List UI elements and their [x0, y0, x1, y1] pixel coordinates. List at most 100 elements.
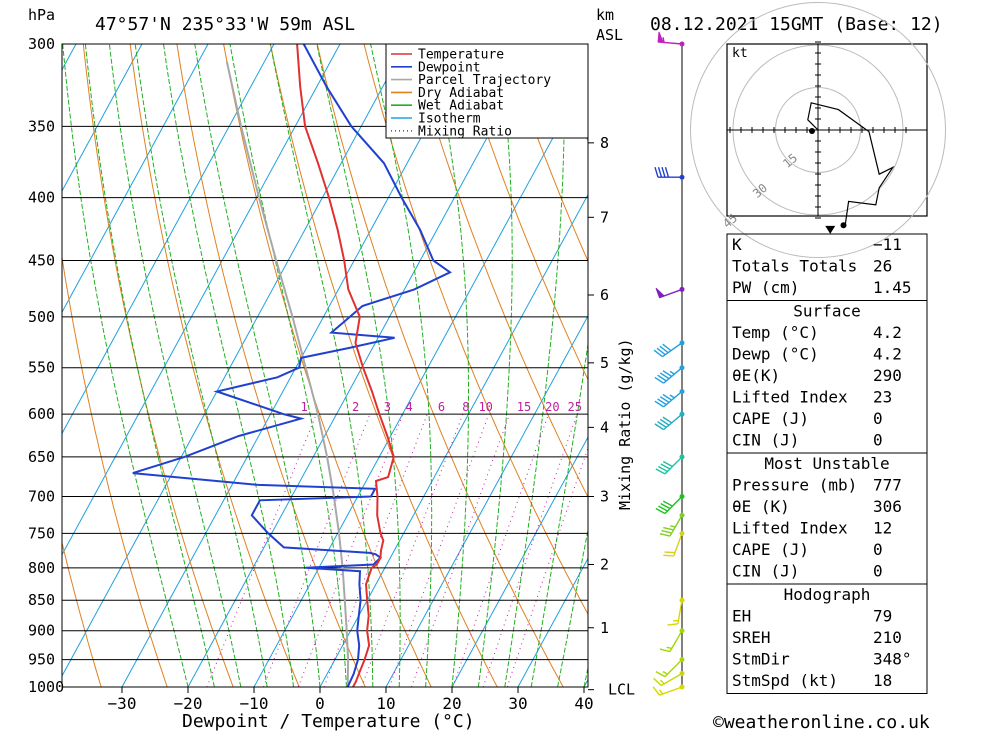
- mixing-ratio-value-label: 15: [517, 400, 531, 414]
- pressure-tick-label: 900: [28, 622, 55, 640]
- wind-barb-feather: [653, 677, 662, 686]
- hodograph-unit-label: kt: [732, 46, 748, 61]
- wind-level-dot: [679, 684, 685, 690]
- storm-motion-marker: [825, 225, 836, 234]
- hodograph-params-title: Hodograph: [784, 585, 871, 604]
- pressure-tick-label: 450: [28, 252, 55, 270]
- surface-row-value: 290: [873, 366, 902, 385]
- pressure-tick-label: 800: [28, 559, 55, 577]
- wind-level-dot: [679, 494, 685, 500]
- profiles: [132, 44, 452, 687]
- pressure-tick-label: 400: [28, 189, 55, 207]
- wet-adiabat-line: [316, 44, 401, 687]
- wet-adiabat-line: [269, 44, 374, 687]
- wind-barb-feather: [667, 623, 678, 626]
- wind-barb-feather: [654, 167, 659, 178]
- temperature-axis: −30 −20 −10 0 10 20 30 40: [108, 687, 594, 713]
- temperature-tick-label: −10: [240, 694, 269, 713]
- wind-barb-half-feather: [662, 37, 665, 43]
- altitude-tick-label: 8: [600, 134, 609, 152]
- wind-barb-feather: [656, 347, 666, 356]
- wind-barb-shaft: [664, 659, 683, 678]
- pressure-tick-label: 750: [28, 524, 55, 542]
- surface-title: Surface: [793, 302, 860, 321]
- isobar-lines: [62, 44, 588, 687]
- wind-barb-feather: [662, 370, 673, 377]
- dry-adiabat-line: [62, 540, 102, 687]
- most-unstable-row-value: 306: [873, 497, 902, 516]
- index-row-label: Totals Totals: [732, 257, 857, 276]
- hodograph-trace: [807, 102, 895, 226]
- wind-barb-shaft: [664, 496, 683, 514]
- temperature-tick-label: 0: [315, 694, 325, 713]
- isotherm-line: [0, 44, 10, 687]
- mixing-ratio-value-label: 2: [352, 400, 359, 414]
- altitude-tick-label: LCL: [608, 681, 635, 699]
- temperature-tick-label: 40: [574, 694, 593, 713]
- mixing-ratio-line: [506, 446, 588, 687]
- dry-adiabat-line: [972, 44, 1000, 687]
- temperature-tick-label: −30: [108, 694, 137, 713]
- wind-level-dot: [679, 597, 685, 603]
- wind-level-dot: [679, 340, 685, 346]
- surface-row-value: 0: [873, 431, 883, 450]
- most-unstable-row-value: 12: [873, 519, 892, 538]
- pressure-tick-label: 300: [28, 35, 55, 53]
- wind-barb-shaft: [661, 342, 683, 358]
- datetime-label: 08.12.2021 15GMT (Base: 12): [650, 14, 943, 35]
- hodograph-param-row-value: 210: [873, 628, 902, 647]
- dry-adiabat-line: [223, 44, 432, 687]
- wind-barb-half-feather: [669, 394, 675, 399]
- mixing-ratio-axis-title: Mixing Ratio (g/kg): [616, 338, 634, 510]
- wind-barb-feather: [657, 465, 668, 473]
- wind-barb-feather: [657, 374, 667, 382]
- mixing-ratio-value-label: 4: [406, 400, 413, 414]
- surface-row-label: Dewp (°C): [732, 345, 819, 364]
- pressure-tick-label: 550: [28, 359, 55, 377]
- index-row-value: 1.45: [873, 278, 912, 297]
- wind-barb-feather: [659, 372, 670, 380]
- wind-barb-feather: [661, 529, 672, 534]
- legend-label: Wet Adiabat: [418, 99, 504, 114]
- hodograph-param-row-label: EH: [732, 607, 751, 626]
- surface-row-label: Lifted Index: [732, 388, 848, 407]
- wind-barb-pennant: [657, 31, 664, 43]
- most-unstable-row-value: 0: [873, 540, 883, 559]
- wind-barb-feather: [663, 554, 674, 557]
- altitude-tick-label: 2: [600, 555, 609, 573]
- wind-level-dot: [679, 286, 685, 292]
- wind-barb: [667, 597, 685, 626]
- pressure-unit-label: hPa: [28, 6, 55, 24]
- most-unstable-row-value: 0: [873, 562, 883, 581]
- altitude-tick-label: 1: [600, 619, 609, 637]
- altitude-tick-label: 4: [600, 418, 609, 436]
- wind-barb-feather: [660, 502, 671, 510]
- mixing-ratio-line: [482, 414, 578, 687]
- wet-adiabat-line: [108, 44, 242, 687]
- wind-barb-half-feather: [662, 671, 668, 675]
- wind-barb-feather: [662, 393, 673, 401]
- legend-label: Temperature: [418, 48, 504, 63]
- temperature-tick-label: 30: [508, 694, 527, 713]
- dry-adiabat-line: [62, 254, 168, 687]
- km-unit-label: km: [596, 6, 614, 24]
- pressure-tick-label: 850: [28, 591, 55, 609]
- wet-adiabat-line: [84, 44, 215, 687]
- most-unstable-row-value: 777: [873, 476, 902, 495]
- pressure-tick-label: 600: [28, 405, 55, 423]
- mixing-ratio-value-label: 3: [384, 400, 391, 414]
- wind-level-dot: [679, 628, 685, 634]
- wind-level-dot: [679, 174, 685, 180]
- surface-row-value: 4.2: [873, 323, 902, 342]
- wind-level-dot: [679, 530, 685, 536]
- wind-barb-shaft: [669, 514, 683, 537]
- wet-adiabat-line: [530, 340, 588, 687]
- legend-box: [385, 43, 589, 139]
- wind-barb-feather: [657, 398, 667, 406]
- dry-adiabat-line: [457, 44, 588, 381]
- hodograph-param-row-value: 79: [873, 607, 892, 626]
- wind-barb-shaft: [660, 672, 683, 687]
- wind-barb-feather: [660, 463, 671, 470]
- isotherm-line: [517, 557, 588, 687]
- most-unstable-row-label: CIN (J): [732, 562, 799, 581]
